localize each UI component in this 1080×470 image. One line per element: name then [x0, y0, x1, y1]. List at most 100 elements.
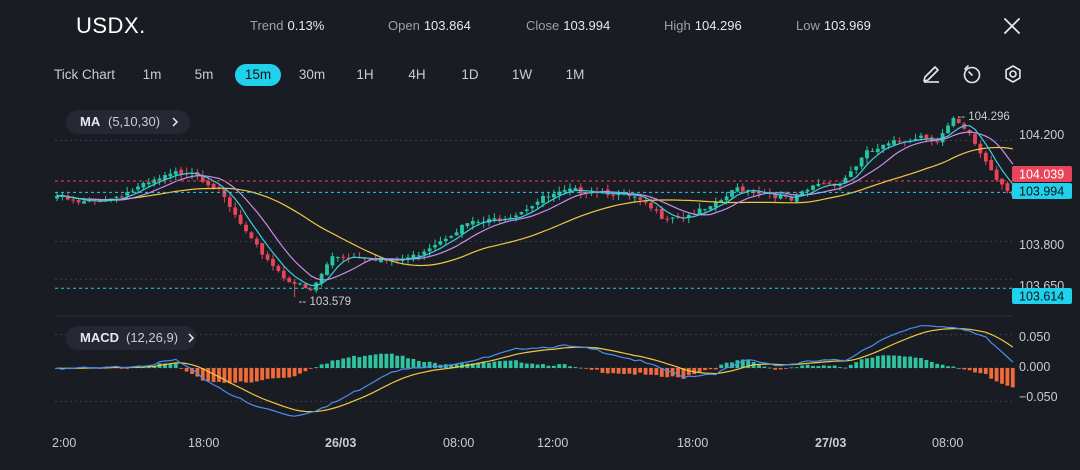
macd-histogram-bar	[330, 360, 335, 368]
candle-body	[319, 273, 324, 284]
candle-body	[281, 270, 286, 279]
settings-button[interactable]	[1002, 63, 1024, 85]
candle-body	[141, 183, 146, 188]
candle-body	[1000, 178, 1004, 185]
candle-body	[730, 190, 734, 197]
candle-body	[892, 140, 896, 145]
candle-body	[811, 185, 815, 190]
macd-histogram-bar	[573, 367, 578, 368]
macd-histogram-bar	[249, 368, 254, 383]
candle-body	[913, 138, 918, 140]
macd-histogram-bar	[125, 368, 130, 369]
high-annotation: -- 104.296	[957, 111, 1009, 123]
macd-histogram-bar	[298, 368, 302, 374]
macd-histogram-bar	[638, 368, 643, 373]
macd-histogram-bar	[627, 368, 632, 374]
macd-histogram-bar	[940, 364, 945, 368]
stat-high: High 104.296	[664, 18, 742, 33]
candle-body	[384, 259, 389, 261]
macd-histogram-bar	[119, 368, 124, 369]
timeframe-1w[interactable]: 1W	[511, 67, 533, 82]
candle-body	[649, 202, 653, 209]
price-label-red-box	[1012, 166, 1072, 182]
timeframe-1d[interactable]: 1D	[461, 67, 479, 82]
candle-body	[65, 195, 70, 200]
macd-histogram-bar	[551, 365, 556, 368]
macd-indicator-pill[interactable]: MACD (12,26,9)	[66, 326, 196, 350]
timeframe-4h[interactable]: 4H	[408, 67, 426, 82]
timeframe-30m[interactable]: 30m	[298, 67, 326, 82]
chevron-right-icon	[188, 333, 195, 343]
macd-histogram-bar	[227, 368, 232, 384]
macd-histogram-bar	[913, 357, 918, 368]
candle-body	[973, 134, 977, 144]
macd-histogram-bar	[767, 367, 772, 369]
macd-histogram-bar	[292, 368, 297, 377]
macd-histogram-bar	[276, 368, 281, 379]
time-tick-label: 18:00	[677, 436, 708, 450]
macd-histogram-bar	[411, 358, 416, 368]
candle-body	[368, 258, 373, 260]
time-tick-label: 26/03	[325, 436, 356, 450]
price-label-current-box	[1012, 183, 1072, 199]
macd-histogram-bar	[314, 367, 319, 369]
timer-button[interactable]	[961, 63, 983, 85]
candle-body	[55, 195, 59, 199]
macd-histogram-bar	[821, 365, 826, 368]
macd-histogram-bar	[805, 364, 810, 368]
axis-labels: 104.200 103.800 103.650 104.039 103.994 …	[52, 111, 1072, 450]
candle-body	[465, 223, 470, 227]
candle-body	[76, 200, 81, 203]
timeframe-1mo[interactable]: 1M	[565, 67, 585, 82]
timeframe-1m[interactable]: 1m	[142, 67, 162, 82]
macd-histogram-bar	[568, 366, 572, 368]
candle-body	[524, 209, 529, 211]
price-tick-label: 103.800	[1019, 238, 1064, 252]
candle-body	[271, 258, 275, 267]
candle-body	[497, 218, 502, 221]
tick-chart-button[interactable]: Tick Chart	[54, 67, 116, 82]
timeframe-5m[interactable]: 5m	[194, 67, 214, 82]
macd-histogram-bar	[773, 368, 778, 370]
macd-histogram-bar	[519, 362, 524, 368]
macd-histogram-bar	[508, 360, 513, 368]
candle-body	[557, 191, 562, 195]
ma5-line	[56, 125, 1014, 287]
macd-histogram-bar	[470, 363, 475, 368]
macd-histogram-bar	[535, 364, 540, 368]
candle-body	[82, 201, 86, 204]
candle-body	[130, 190, 135, 192]
timeframe-1h[interactable]: 1H	[356, 67, 374, 82]
macd-histogram-bar	[384, 353, 389, 368]
macd-histogram-bar	[416, 360, 421, 368]
macd-histogram-bar	[989, 368, 994, 379]
candle-body	[119, 196, 124, 198]
stat-close: Close 103.994	[526, 18, 610, 33]
macd-histogram-bar	[476, 362, 481, 368]
macd-histogram-bar	[827, 365, 832, 368]
candle-body	[492, 218, 497, 220]
close-button[interactable]	[1000, 14, 1024, 38]
macd-histogram-bar	[524, 363, 529, 368]
candle-body	[789, 196, 794, 201]
pencil-icon	[923, 66, 939, 83]
candle-body	[665, 218, 670, 220]
ma30-line	[56, 146, 1013, 267]
candle-body	[794, 194, 799, 202]
candle-body	[848, 171, 853, 177]
macd-histogram-bar	[152, 366, 157, 368]
draw-button[interactable]	[920, 63, 942, 85]
macd-histogram-bar	[816, 366, 821, 368]
macd-histogram-bar	[735, 360, 740, 368]
macd-histogram-bar	[605, 368, 610, 374]
macd-histogram-bar	[778, 368, 783, 370]
ma-indicator-pill[interactable]: MA (5,10,30)	[66, 110, 190, 134]
timeframe-15m[interactable]: 15m	[235, 64, 281, 86]
macd-histogram-bar	[929, 361, 934, 368]
candle-body	[168, 173, 173, 177]
macd-histogram-bar	[1000, 368, 1004, 384]
macd-histogram-bar	[233, 368, 238, 383]
candle-body	[946, 125, 950, 134]
stat-value: 0.13%	[287, 18, 325, 33]
